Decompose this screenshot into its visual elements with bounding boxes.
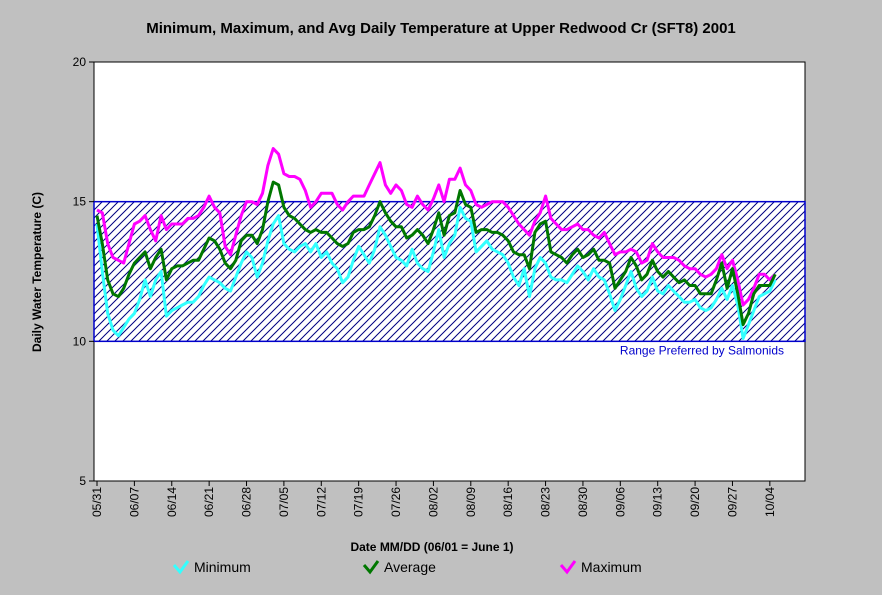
x-tick-label: 08/02 [426, 487, 440, 517]
x-tick-label: 06/07 [127, 487, 141, 517]
x-tick-label: 09/27 [725, 487, 739, 517]
x-tick-label: 07/12 [314, 487, 328, 517]
x-tick-label: 08/16 [501, 487, 515, 517]
legend-swatch [559, 560, 577, 575]
y-tick-label: 15 [73, 195, 87, 209]
x-tick-label: 08/30 [576, 487, 590, 517]
range-label: Range Preferred by Salmonids [620, 343, 784, 357]
legend-swatch [172, 560, 190, 575]
x-tick-label: 06/28 [240, 487, 254, 517]
y-tick-label: 5 [79, 474, 86, 488]
y-tick-label: 10 [73, 334, 87, 348]
series-line [96, 147, 777, 307]
x-tick-label: 08/09 [464, 487, 478, 517]
x-tick-label: 09/06 [613, 487, 627, 517]
preferred-range [93, 200, 806, 343]
x-tick-label: 10/04 [763, 487, 777, 517]
x-tick-label: 08/23 [539, 487, 553, 517]
chart-title: Minimum, Maximum, and Avg Daily Temperat… [146, 20, 736, 37]
x-tick-label: 06/21 [202, 487, 216, 517]
x-tick-label: 05/31 [90, 487, 104, 517]
series-line [95, 180, 777, 327]
x-tick-label: 07/05 [277, 487, 291, 517]
x-tick-label: 07/19 [352, 487, 366, 517]
x-tick-label: 09/13 [651, 487, 665, 517]
y-axis-label: Daily Water Temperature (C) [30, 192, 44, 352]
legend-label: Minimum [194, 559, 251, 575]
series-line [95, 205, 777, 340]
y-tick-label: 20 [73, 55, 87, 69]
x-tick-label: 07/26 [389, 487, 403, 517]
legend-swatch [362, 560, 380, 575]
legend-label: Maximum [581, 559, 642, 575]
x-tick-label: 09/20 [688, 487, 702, 517]
x-axis-label: Date MM/DD (06/01 = June 1) [350, 540, 513, 554]
x-tick-label: 06/14 [165, 487, 179, 517]
legend-label: Average [384, 559, 436, 575]
